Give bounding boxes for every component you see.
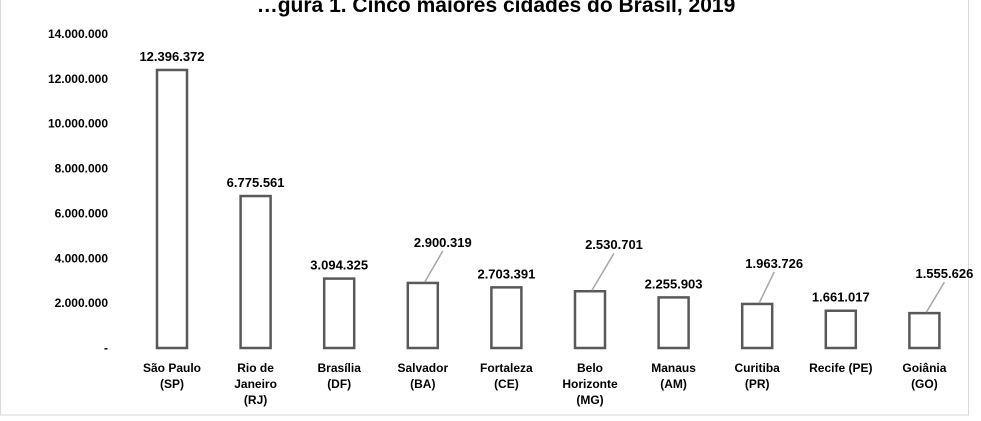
leader-line	[758, 271, 775, 304]
data-label: 2.703.391	[477, 266, 535, 281]
chart-border	[0, 0, 969, 416]
data-label: 12.396.372	[139, 49, 204, 64]
leader-line	[591, 252, 615, 291]
y-tick-label: 14.000.000	[48, 27, 108, 41]
x-tick-label-line: (AM)	[660, 377, 687, 391]
data-label: 1.661.017	[812, 290, 870, 305]
x-tick-label-line: Recife (PE)	[809, 361, 872, 375]
x-tick-label: Salvador (BA)	[397, 361, 448, 391]
x-tick-label: Belo Horizonte (MG)	[562, 361, 618, 407]
x-tick-label-line: Salvador	[397, 361, 448, 375]
bar	[155, 68, 189, 350]
x-tick-label-line: (CE)	[494, 377, 519, 391]
bar	[406, 281, 440, 350]
y-tick-label: 6.000.000	[55, 206, 109, 220]
y-tick-label: 4.000.000	[55, 251, 109, 265]
bar	[239, 194, 272, 350]
data-label: 6.775.561	[227, 175, 285, 190]
x-tick-label-line: Janeiro	[234, 377, 277, 391]
bars	[155, 68, 941, 350]
data-label: 2.900.319	[414, 235, 472, 250]
x-tick-label-line: Rio de	[237, 361, 274, 375]
x-tick-label: Brasília (DF)	[318, 361, 362, 391]
bar	[490, 286, 523, 350]
bar	[908, 311, 941, 350]
x-tick-label-line: Manaus	[651, 361, 696, 375]
x-tick-label-line: (SP)	[160, 377, 184, 391]
x-tick-label: Curitiba (PR)	[735, 361, 781, 391]
x-tick-label-line: São Paulo	[143, 361, 201, 375]
data-label: 1.555.626	[915, 266, 973, 281]
x-tick-label-line: Goiânia	[902, 361, 946, 375]
data-label: 1.963.726	[745, 256, 803, 271]
leader-line	[424, 250, 444, 283]
x-tick-label-line: Brasília	[318, 361, 362, 375]
x-tick-label: Goiânia (GO)	[902, 361, 946, 391]
x-tick-label-line: Fortaleza	[480, 361, 533, 375]
x-tick-label: São Paulo (SP)	[143, 361, 201, 391]
y-tick-label: -	[104, 341, 108, 355]
y-tick-label: 12.000.000	[48, 72, 108, 86]
bar	[573, 289, 607, 350]
x-tick-label: Rio de Janeiro (RJ)	[234, 361, 277, 407]
x-tick-label: Manaus (AM)	[651, 361, 696, 391]
x-tick-label-line: Belo	[577, 361, 603, 375]
x-tick-label: Recife (PE)	[809, 361, 872, 375]
data-labels: 12.396.372 6.775.561 3.094.325 2.900.319 2.7…	[139, 49, 973, 305]
y-axis: - 2.000.000 4.000.000 6.000.000 8.000.000 10.…	[48, 27, 108, 355]
data-label: 3.094.325	[310, 258, 368, 273]
bar	[657, 296, 690, 350]
chart-title: …gura 1. Cinco maiores cidades do Brasil…	[257, 0, 736, 17]
x-tick-label: Fortaleza (CE)	[480, 361, 533, 391]
x-tick-label-line: (DF)	[327, 377, 351, 391]
x-tick-label-line: (GO)	[911, 377, 938, 391]
x-tick-label-line: Curitiba	[735, 361, 781, 375]
leader-lines	[424, 250, 946, 313]
bar	[322, 277, 356, 350]
x-axis: São Paulo (SP) Rio de Janeiro (RJ) Brasília (D…	[143, 361, 947, 407]
x-tick-label-line: (BA)	[410, 377, 435, 391]
bar	[824, 309, 858, 350]
x-tick-label-line: (RJ)	[244, 393, 267, 407]
y-tick-label: 2.000.000	[55, 296, 109, 310]
data-label: 2.530.701	[585, 237, 643, 252]
y-tick-label: 10.000.000	[48, 117, 108, 131]
y-tick-label: 8.000.000	[55, 162, 109, 176]
leader-line	[925, 281, 946, 313]
x-tick-label-line: Horizonte	[562, 377, 618, 391]
data-label: 2.255.903	[645, 276, 703, 291]
bar	[740, 302, 774, 350]
x-tick-label-line: (PR)	[745, 377, 770, 391]
x-tick-label-line: (MG)	[576, 393, 603, 407]
